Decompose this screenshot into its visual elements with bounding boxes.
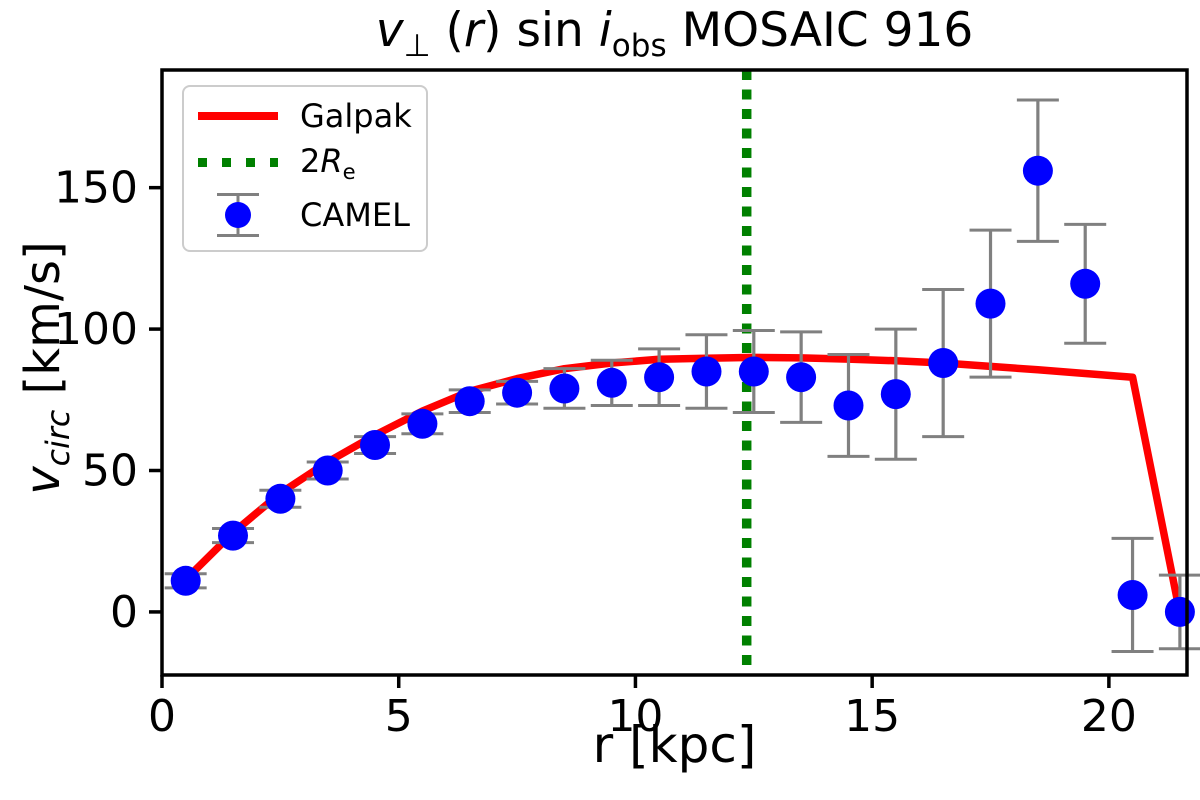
galpak-line-swatch [198, 111, 278, 120]
legend-item-2re: 2Re [198, 142, 426, 184]
text-segment: r [kpc] [592, 716, 757, 774]
text-segment: e [342, 158, 356, 184]
text-segment: i [598, 3, 612, 58]
y-tick-label: 0 [110, 587, 138, 638]
y-tick-label: 100 [54, 304, 138, 355]
text-segment: CAMEL [300, 196, 410, 235]
legend-label-galpak: Galpak [300, 97, 412, 135]
text-segment: v [375, 3, 404, 58]
camel-marker-swatch [198, 190, 278, 240]
text-segment: r [463, 3, 484, 58]
x-tick-label: 10 [607, 691, 663, 742]
chart-title: v⊥ (r) sin iobs MOSAIC 916 [162, 0, 1187, 66]
text-segment: v [14, 466, 71, 495]
text-segment: R [320, 141, 343, 180]
x-tick-label: 5 [385, 691, 413, 742]
plot-border [160, 68, 1189, 677]
legend-item-galpak: Galpak [198, 97, 426, 135]
y-axis-label: vcirc [km/s] [15, 241, 77, 495]
y-tick-label: 150 [54, 163, 138, 214]
text-segment: [km/s] [14, 241, 71, 410]
galpak-line [181, 353, 1184, 618]
text-segment: 2 [300, 141, 321, 180]
legend-item-camel: CAMEL [198, 190, 426, 240]
x-tick-label: 15 [844, 691, 900, 742]
legend-label-2re: 2Re [300, 142, 356, 184]
text-segment: obs [611, 27, 667, 64]
text-segment: ( [430, 3, 464, 58]
legend-label-camel: CAMEL [300, 196, 410, 234]
x-axis-label: r [kpc] [162, 716, 1187, 774]
x-tick-label: 20 [1081, 691, 1137, 742]
text-segment: ⊥ [403, 27, 431, 64]
y-tick-label: 50 [82, 446, 138, 497]
re-dotted-swatch [198, 157, 278, 167]
legend: Galpak 2Re CAMEL [182, 85, 428, 252]
text-segment: ) sin [483, 3, 599, 58]
axis-ticks: 0 5 10 15 20 0 50 100 150 [54, 163, 1137, 742]
text-segment: Galpak [300, 96, 412, 135]
text-segment: MOSAIC 916 [666, 3, 974, 58]
x-tick-label: 0 [148, 691, 176, 742]
text-segment: circ [41, 409, 78, 467]
